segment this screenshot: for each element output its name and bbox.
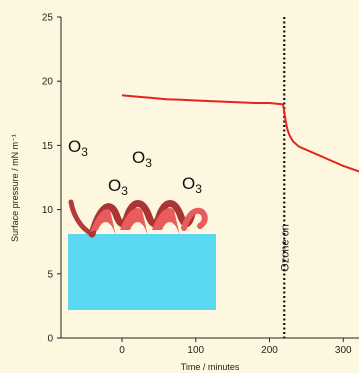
x-axis-title: Time / minutes — [181, 362, 240, 372]
y-axis-title: Surface pressure / mN m⁻¹ — [10, 134, 20, 242]
y-tick-label: 20 — [42, 77, 54, 88]
ozone-label: O3 — [182, 174, 202, 196]
ozone-label: O3 — [108, 176, 128, 198]
y-tick-label: 5 — [47, 269, 53, 280]
helix-illustration — [68, 199, 208, 238]
y-tick-label: 0 — [47, 334, 53, 345]
y-tick-label: 25 — [42, 13, 54, 24]
x-tick-label: 100 — [187, 345, 204, 356]
ozone-label: O3 — [132, 148, 152, 170]
ozone-on-label: Ozone on — [279, 224, 291, 272]
surface-pressure-line — [121, 94, 359, 173]
x-tick-label: 300 — [335, 345, 352, 356]
x-tick-label: 0 — [119, 345, 125, 356]
ozone-label: O3 — [68, 137, 88, 159]
water-trough — [68, 234, 216, 310]
y-tick-label: 10 — [42, 205, 54, 216]
x-tick-label: 200 — [261, 345, 278, 356]
y-tick-label: 15 — [42, 141, 54, 152]
